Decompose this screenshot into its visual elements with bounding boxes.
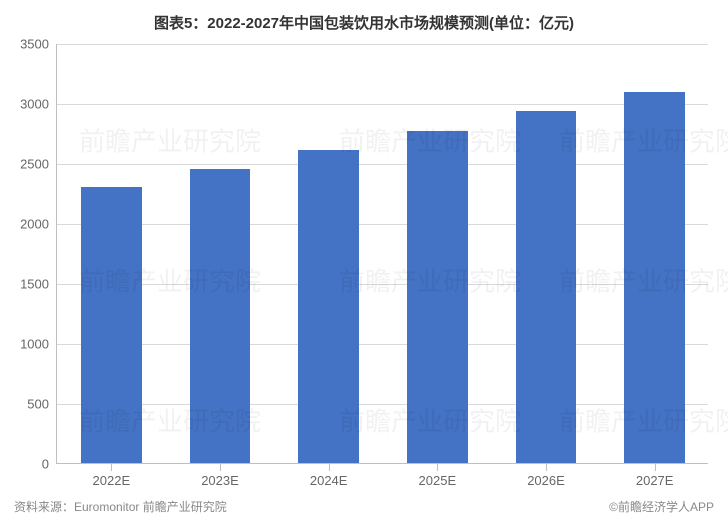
gridline <box>57 404 708 405</box>
bar <box>624 92 685 463</box>
y-tick-label: 2000 <box>20 217 57 232</box>
gridline <box>57 44 708 45</box>
bar <box>190 169 251 463</box>
x-tick <box>329 463 330 471</box>
chart-container: 图表5：2022-2027年中国包装饮用水市场规模预测(单位：亿元) 05001… <box>0 0 728 523</box>
gridline <box>57 344 708 345</box>
x-tick <box>111 463 112 471</box>
x-tick <box>437 463 438 471</box>
y-tick-label: 2500 <box>20 157 57 172</box>
y-tick-label: 1000 <box>20 337 57 352</box>
bar <box>407 131 468 463</box>
x-tick-label: 2023E <box>201 473 239 488</box>
x-tick-label: 2025E <box>419 473 457 488</box>
y-tick-label: 0 <box>42 457 57 472</box>
x-tick-label: 2024E <box>310 473 348 488</box>
bar <box>516 111 577 463</box>
y-tick-label: 1500 <box>20 277 57 292</box>
y-tick-label: 3500 <box>20 37 57 52</box>
x-tick-label: 2026E <box>527 473 565 488</box>
x-tick <box>655 463 656 471</box>
gridline <box>57 104 708 105</box>
x-tick-label: 2027E <box>636 473 674 488</box>
bar <box>81 187 142 463</box>
x-tick <box>546 463 547 471</box>
source-label: 资料来源：Euromonitor 前瞻产业研究院 <box>14 498 227 515</box>
x-tick <box>220 463 221 471</box>
x-tick-label: 2022E <box>93 473 131 488</box>
gridline <box>57 164 708 165</box>
gridline <box>57 224 708 225</box>
bar <box>298 150 359 463</box>
plot-area: 05001000150020002500300035002022E2023E20… <box>56 44 708 464</box>
copyright-label: ©前瞻经济学人APP <box>609 498 714 515</box>
y-tick-label: 3000 <box>20 97 57 112</box>
gridline <box>57 284 708 285</box>
y-tick-label: 500 <box>27 397 57 412</box>
chart-title: 图表5：2022-2027年中国包装饮用水市场规模预测(单位：亿元) <box>0 12 728 33</box>
